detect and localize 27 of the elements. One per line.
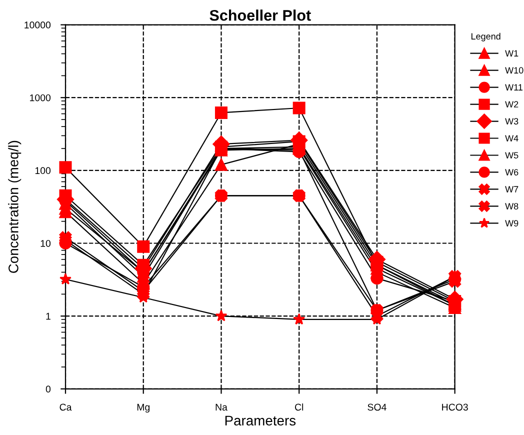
legend-label: W1 (505, 50, 518, 56)
y-tick-label: 10000 (24, 22, 51, 28)
y-tick-label: 10 (40, 240, 51, 247)
legend-label: W6 (505, 169, 518, 176)
legend-label: W10 (505, 67, 524, 74)
x-tick-label: HCO3 (442, 404, 468, 411)
x-tick-label: Mg (137, 404, 150, 413)
legend-label: W5 (505, 152, 518, 158)
legend-label: W2 (505, 101, 518, 108)
x-axis-title: Parameters (225, 416, 296, 426)
x-tick-label: Cl (295, 403, 304, 411)
legend-title: Legend (471, 32, 500, 42)
legend-label: W4 (505, 135, 518, 142)
y-tick-label: 1 (46, 312, 50, 320)
y-tick-label: 1000 (30, 94, 51, 102)
x-tick-label: Na (216, 404, 228, 411)
y-tick-label: 0 (46, 386, 51, 393)
x-tick-label: SO4 (368, 404, 386, 411)
legend-label: W8 (505, 203, 518, 210)
x-tick-label: Ca (60, 404, 72, 411)
y-tick-label: 100 (35, 167, 51, 174)
legend-label: W3 (505, 118, 518, 125)
y-axis-title: Concentration (meq/l) (8, 140, 22, 273)
legend-label: W11 (505, 84, 523, 90)
legend-label: W7 (505, 186, 518, 192)
legend-label: W9 (505, 220, 518, 226)
chart-title: Schoeller Plot (210, 10, 311, 21)
